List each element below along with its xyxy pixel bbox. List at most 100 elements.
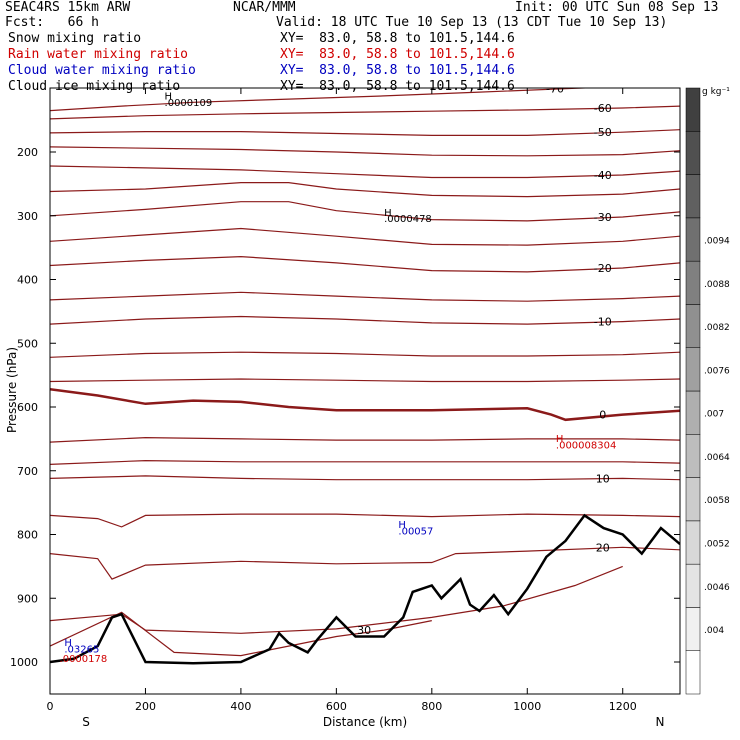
annotation-label: .03265 (64, 644, 99, 655)
contour-line--30 (50, 201, 680, 222)
contour-line-0 (50, 387, 680, 422)
y-tick-label: 900 (17, 592, 38, 605)
y-axis-title: Pressure (hPa) (5, 347, 19, 433)
annotation-label: .0000109 (165, 98, 213, 109)
colorbar-swatch (685, 650, 701, 695)
x-tick-label: 400 (230, 700, 251, 713)
colorbar-swatch (685, 131, 701, 175)
colorbar-swatch (685, 607, 701, 651)
y-tick-label: 200 (17, 146, 38, 159)
x-tick-label: 1000 (513, 700, 541, 713)
y-tick-label: 300 (17, 210, 38, 223)
contour-label: -70 (546, 82, 564, 95)
colorbar-label: .007 (704, 410, 724, 420)
contour-line--40 (50, 165, 680, 179)
init-time: Init: 00 UTC Sun 08 Sep 13 (515, 0, 719, 15)
colorbar-unit: g kg⁻¹ (702, 87, 730, 97)
colorbar-label: .0058 (704, 496, 730, 506)
colorbar-label: .0094 (704, 237, 730, 247)
colorbar-swatch (685, 520, 701, 565)
contour-label: -40 (594, 169, 612, 182)
colorbar-label: .0082 (704, 323, 730, 333)
contour-label: 10 (596, 472, 610, 485)
colorbar-label: .0064 (704, 453, 730, 463)
annotation-label: H (165, 92, 173, 103)
field-label-snow: Snow mixing ratio (8, 31, 142, 46)
terrain-line (50, 513, 680, 665)
model-title: SEAC4RS 15km ARW (5, 0, 131, 15)
contour-label: 0 (599, 409, 606, 422)
colorbar-label: .0046 (704, 583, 730, 593)
contour-line-unlabeled-7 (50, 227, 680, 246)
y-tick-label: 700 (17, 465, 38, 478)
contour-line-unlabeled-19 (50, 565, 623, 634)
contour-line-unlabeled-12 (50, 378, 680, 383)
contour-label: -20 (594, 262, 612, 275)
contour-label: -50 (594, 126, 612, 139)
annotation-label: H (556, 434, 564, 445)
colorbar-swatch (685, 217, 701, 262)
x-tick-label: 600 (326, 700, 347, 713)
valid-time: Valid: 18 UTC Tue 10 Sep 13 (13 CDT Tue … (276, 15, 668, 30)
annotation-label: .00057 (398, 527, 433, 538)
contour-group: -70 -60 -50 -40 -30 -20 -10 0 10 20 30 (50, 82, 680, 657)
colorbar-swatch (685, 347, 701, 392)
contour-line-unlabeled-14 (50, 436, 680, 443)
colorbar-label: .0052 (704, 540, 730, 550)
y-tick-label: 1000 (10, 656, 38, 669)
annotation-label: H (64, 638, 72, 649)
contour-line--50 (50, 129, 680, 136)
y-tick-label: 400 (17, 274, 38, 287)
contour-line-unlabeled-11 (50, 351, 680, 358)
forecast-hour: Fcst: 66 h (5, 15, 99, 30)
x-end-label-south: S (82, 715, 90, 729)
colorbar-swatch (685, 434, 701, 478)
x-tick-label: 800 (421, 700, 442, 713)
plot-frame (49, 87, 681, 695)
contour-line-unlabeled-17 (50, 513, 680, 528)
contour-line--70 (50, 88, 600, 112)
colorbar-swatch (685, 174, 701, 219)
field-xy-cloud-ice: XY= 83.0, 58.8 to 101.5,144.6 (280, 79, 515, 94)
contour-line-unlabeled-5 (50, 182, 680, 198)
annotation-label: .0000178 (60, 654, 108, 665)
org-title: NCAR/MMM (233, 0, 296, 15)
x-tick-label: 1200 (609, 700, 637, 713)
contour-line-20 (50, 546, 680, 580)
annotation-label: H (398, 520, 406, 531)
field-label-rain: Rain water mixing ratio (8, 47, 189, 62)
contour-line-10 (50, 475, 680, 481)
x-tick-label: 200 (135, 700, 156, 713)
colorbar-swatch (685, 390, 701, 435)
colorbar-swatch (685, 477, 701, 522)
field-label-cloud-ice: Cloud ice mixing ratio (8, 79, 181, 94)
annotation-label: .000008304 (556, 440, 616, 451)
y-tick-label: 800 (17, 529, 38, 542)
contour-line--60 (50, 105, 680, 120)
y-tick-label: 600 (17, 401, 38, 414)
x-tick-label: 0 (47, 700, 54, 713)
field-xy-cloud-water: XY= 83.0, 58.8 to 101.5,144.6 (280, 63, 515, 78)
colorbar-label: .0076 (704, 366, 730, 376)
x-end-label-north: N (656, 715, 665, 729)
contour-label: 30 (357, 624, 371, 637)
colorbar-swatch (685, 563, 701, 608)
colorbar-label: .004 (704, 626, 724, 636)
colorbar-swatch (685, 304, 701, 348)
y-tick-label: 500 (17, 337, 38, 350)
field-label-cloud-water: Cloud water mixing ratio (8, 63, 196, 78)
field-xy-snow: XY= 83.0, 58.8 to 101.5,144.6 (280, 31, 515, 46)
contour-line-unlabeled-15 (50, 459, 680, 465)
colorbar-swatch (685, 260, 701, 305)
contour-label: 20 (596, 541, 610, 554)
contour-label: -10 (594, 316, 612, 329)
annotation-label: .0000478 (384, 214, 432, 225)
contour-line-unlabeled-9 (50, 291, 680, 302)
annotation-label: H (384, 208, 392, 219)
contour-line--10 (50, 315, 680, 325)
colorbar-label: .0088 (704, 280, 730, 290)
contour-line-30 (50, 611, 432, 657)
terrain-group: H.0000109H.0000478H.000008304H.00057H.03… (50, 92, 680, 665)
contour-line-unlabeled-3 (50, 146, 680, 157)
